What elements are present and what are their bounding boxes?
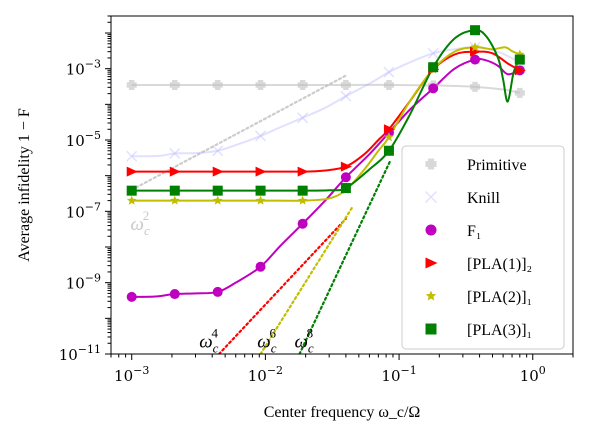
data-point <box>126 185 137 196</box>
data-point <box>126 166 138 177</box>
reference-lines <box>130 74 391 354</box>
data-point <box>255 195 266 205</box>
reference-line-6 <box>259 205 354 354</box>
x-axis-title: Center frequency ω_c/Ω <box>264 404 421 421</box>
x-tick-label: 10−1 <box>381 364 416 385</box>
data-point <box>169 185 180 196</box>
data-point <box>255 185 266 196</box>
data-point <box>212 286 223 297</box>
legend-marker <box>425 323 437 335</box>
data-point <box>169 147 181 159</box>
y-tick-label: 10−11 <box>59 343 101 364</box>
data-point <box>470 25 481 36</box>
scaling-label-4: ωc4 <box>199 326 218 356</box>
data-point <box>428 83 439 94</box>
data-point <box>126 79 137 90</box>
data-point <box>212 195 223 205</box>
data-point <box>340 161 352 172</box>
data-point <box>297 218 308 229</box>
scaling-label-2: ωc2 <box>131 208 150 238</box>
data-point <box>470 54 481 65</box>
data-point <box>126 195 137 205</box>
data-point <box>340 90 352 102</box>
data-point <box>383 145 394 156</box>
series-markers <box>126 25 526 302</box>
reference-line-8 <box>298 161 391 354</box>
legend-label: [PLA(3)]₁ <box>467 322 532 339</box>
data-point <box>212 79 223 90</box>
y-axis-title: Average infidelity 1 − F <box>16 108 33 262</box>
data-point <box>169 166 181 177</box>
data-point <box>384 132 394 142</box>
data-point <box>255 261 266 272</box>
data-point <box>514 54 525 65</box>
data-point <box>514 87 525 98</box>
data-point <box>126 150 138 162</box>
data-point <box>297 166 309 177</box>
legend-marker <box>425 257 438 269</box>
data-point <box>470 81 481 92</box>
data-point <box>340 183 351 194</box>
data-point <box>255 79 266 90</box>
legend-marker <box>424 190 438 204</box>
y-tick-label: 10−5 <box>66 129 101 150</box>
data-point <box>255 130 267 142</box>
reference-line-4 <box>217 217 347 354</box>
reference-line-2 <box>130 74 347 191</box>
data-point <box>383 124 395 135</box>
series-line-1 <box>131 46 521 158</box>
legend-label: [PLA(2)]₁ <box>467 289 532 306</box>
data-point <box>297 195 308 205</box>
legend-label: Primitive <box>467 157 527 174</box>
y-tick-label: 10−9 <box>66 272 101 293</box>
legend-label: F₁ <box>467 223 481 240</box>
data-point <box>383 79 394 90</box>
data-point <box>297 185 308 196</box>
x-tick-label: 10−2 <box>248 364 283 385</box>
scaling-annotations: ωc2 ωc4 ωc6 ωc8 <box>131 208 314 356</box>
legend-marker <box>425 290 437 301</box>
data-point <box>212 185 223 196</box>
y-tick-label: 10−3 <box>66 58 101 79</box>
legend-marker <box>425 224 437 236</box>
plot-area-frame <box>110 15 574 355</box>
legend-box <box>401 145 565 350</box>
legend-label: Knill <box>467 190 500 207</box>
data-point <box>169 79 180 90</box>
legend-entries: Primitive Knill F₁ [PLA(1)]₂ [PLA(2)]₁ [PLA(3… <box>424 157 532 339</box>
scaling-label-8: ωc8 <box>294 326 313 356</box>
data-point <box>297 112 309 124</box>
y-tick-label: 10−7 <box>66 200 101 221</box>
data-point <box>212 145 224 157</box>
data-point <box>340 79 351 90</box>
legend: Primitive Knill F₁ [PLA(1)]₂ [PLA(2)]₁ [PLA(3… <box>401 145 565 350</box>
scaling-label-6: ωc6 <box>257 326 276 356</box>
legend-marker <box>425 158 437 170</box>
x-tick-label: 100 <box>520 364 546 385</box>
data-point <box>427 47 439 59</box>
legend-label: [PLA(1)]₂ <box>467 256 532 273</box>
data-point <box>169 289 180 300</box>
data-point <box>297 79 308 90</box>
data-point <box>428 62 439 73</box>
data-point <box>340 172 351 183</box>
data-point <box>212 166 224 177</box>
data-point <box>170 195 180 205</box>
axis-ticks <box>105 15 574 360</box>
data-point <box>383 66 395 78</box>
data-point <box>470 42 480 52</box>
x-tick-label: 10−3 <box>114 364 149 385</box>
data-point <box>255 166 267 177</box>
data-point <box>126 291 137 302</box>
data-point <box>514 65 526 76</box>
